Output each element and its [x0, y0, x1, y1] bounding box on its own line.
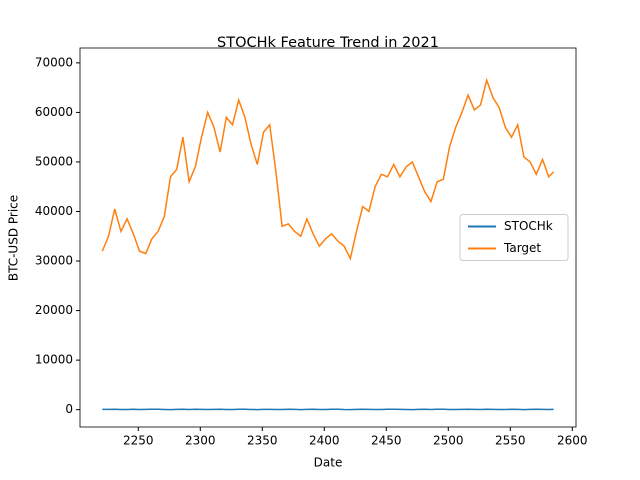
y-tick-label: 50000	[35, 154, 73, 168]
x-tick-label: 2450	[371, 434, 402, 448]
y-tick-label: 10000	[35, 353, 73, 367]
y-tick-label: 70000	[35, 55, 73, 69]
line-series	[101, 77, 555, 261]
chart-title: STOCHk Feature Trend in 2021	[217, 35, 439, 51]
x-axis-label: Date	[314, 456, 343, 470]
plot-frame	[79, 47, 577, 428]
x-tick-label: 2300	[185, 434, 216, 448]
legend-label: STOCHk	[504, 219, 553, 233]
x-tick-label: 2400	[309, 434, 340, 448]
x-tick-label: 2600	[557, 434, 588, 448]
x-tick-label: 2350	[247, 434, 278, 448]
y-tick-label: 0	[65, 402, 73, 416]
y-axis-label: BTC-USD Price	[7, 195, 21, 281]
legend: STOCHk Target	[459, 214, 569, 261]
y-tick-label: 20000	[35, 303, 73, 317]
x-tick-label: 2250	[123, 434, 154, 448]
legend-label: Target	[503, 241, 541, 255]
y-tick-label: 40000	[35, 204, 73, 218]
y-tick-label: 60000	[35, 105, 73, 119]
x-tick-label: 2500	[433, 434, 464, 448]
y-tick-label: 30000	[35, 254, 73, 268]
x-tick-label: 2550	[495, 434, 526, 448]
